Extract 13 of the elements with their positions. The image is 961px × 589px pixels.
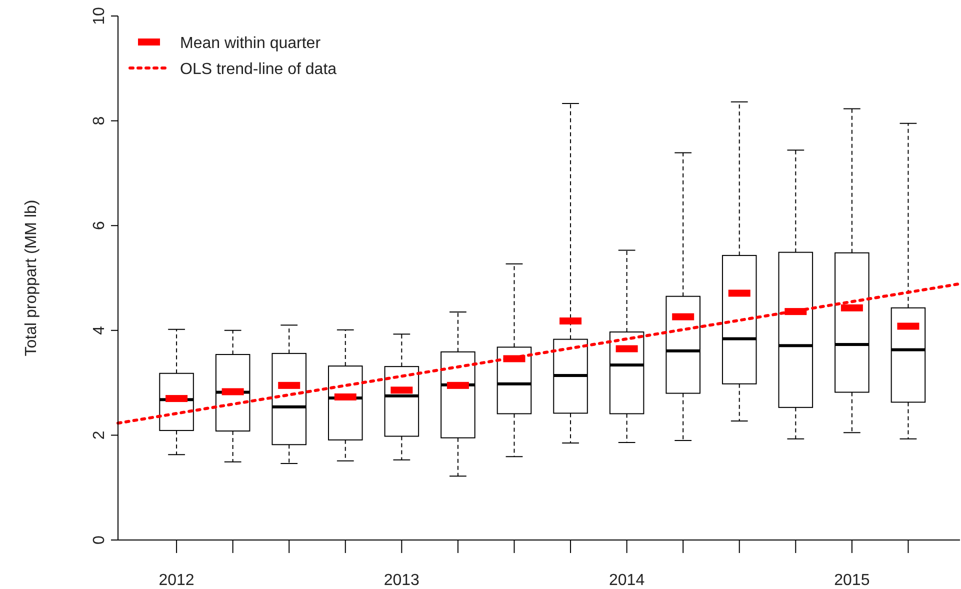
y-tick-label: 4 (91, 326, 108, 335)
y-tick-label: 0 (91, 535, 108, 544)
legend-label: OLS trend-line of data (180, 61, 337, 78)
legend-label: Mean within quarter (180, 35, 322, 52)
x-tick-label: 2012 (158, 572, 194, 589)
y-tick-label: 10 (91, 7, 108, 25)
y-tick-label: 8 (91, 116, 108, 126)
y-axis-title: Total proppart (MM lb) (23, 200, 40, 356)
y-tick-label: 6 (91, 221, 108, 230)
x-tick-label: 2014 (609, 572, 645, 589)
y-tick-label: 2 (91, 430, 108, 440)
x-tick-label: 2015 (834, 572, 870, 589)
x-tick-label: 2013 (384, 572, 420, 589)
